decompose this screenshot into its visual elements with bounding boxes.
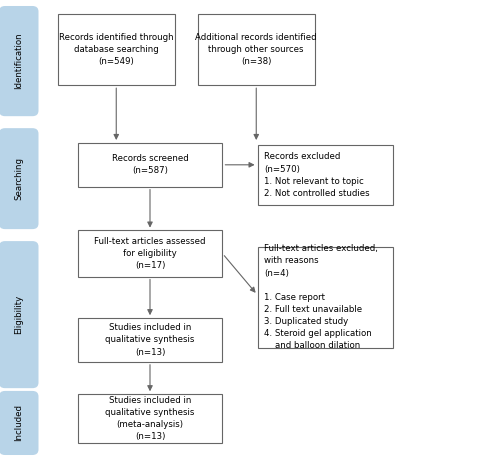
Text: Studies included in
qualitative synthesis
(meta-analysis)
(n=13): Studies included in qualitative synthesi… — [106, 396, 194, 441]
Text: Included: Included — [14, 404, 23, 442]
Text: Additional records identified
through other sources
(n=38): Additional records identified through ot… — [196, 33, 317, 66]
FancyBboxPatch shape — [78, 230, 223, 277]
FancyBboxPatch shape — [258, 145, 392, 205]
Text: Studies included in
qualitative synthesis
(n=13): Studies included in qualitative synthesi… — [106, 323, 194, 357]
FancyBboxPatch shape — [198, 14, 315, 85]
FancyBboxPatch shape — [78, 143, 223, 187]
FancyBboxPatch shape — [0, 128, 38, 229]
FancyBboxPatch shape — [0, 241, 38, 388]
Text: Full-text articles assessed
for eligibility
(n=17): Full-text articles assessed for eligibil… — [94, 237, 206, 270]
FancyBboxPatch shape — [58, 14, 175, 85]
Text: Searching: Searching — [14, 157, 23, 200]
Text: Records screened
(n=587): Records screened (n=587) — [112, 154, 188, 175]
Text: Eligibility: Eligibility — [14, 295, 23, 334]
Text: Records identified through
database searching
(n=549): Records identified through database sear… — [59, 33, 174, 66]
FancyBboxPatch shape — [0, 6, 38, 116]
Text: Records excluded
(n=570)
1. Not relevant to topic
2. Not controlled studies: Records excluded (n=570) 1. Not relevant… — [264, 153, 370, 198]
FancyBboxPatch shape — [78, 318, 223, 362]
FancyBboxPatch shape — [0, 391, 38, 455]
Text: Identification: Identification — [14, 33, 23, 89]
Text: Full-text articles excluded,
with reasons
(n=4)

1. Case report
2. Full text una: Full-text articles excluded, with reason… — [264, 244, 378, 350]
FancyBboxPatch shape — [78, 394, 223, 443]
FancyBboxPatch shape — [258, 247, 392, 348]
